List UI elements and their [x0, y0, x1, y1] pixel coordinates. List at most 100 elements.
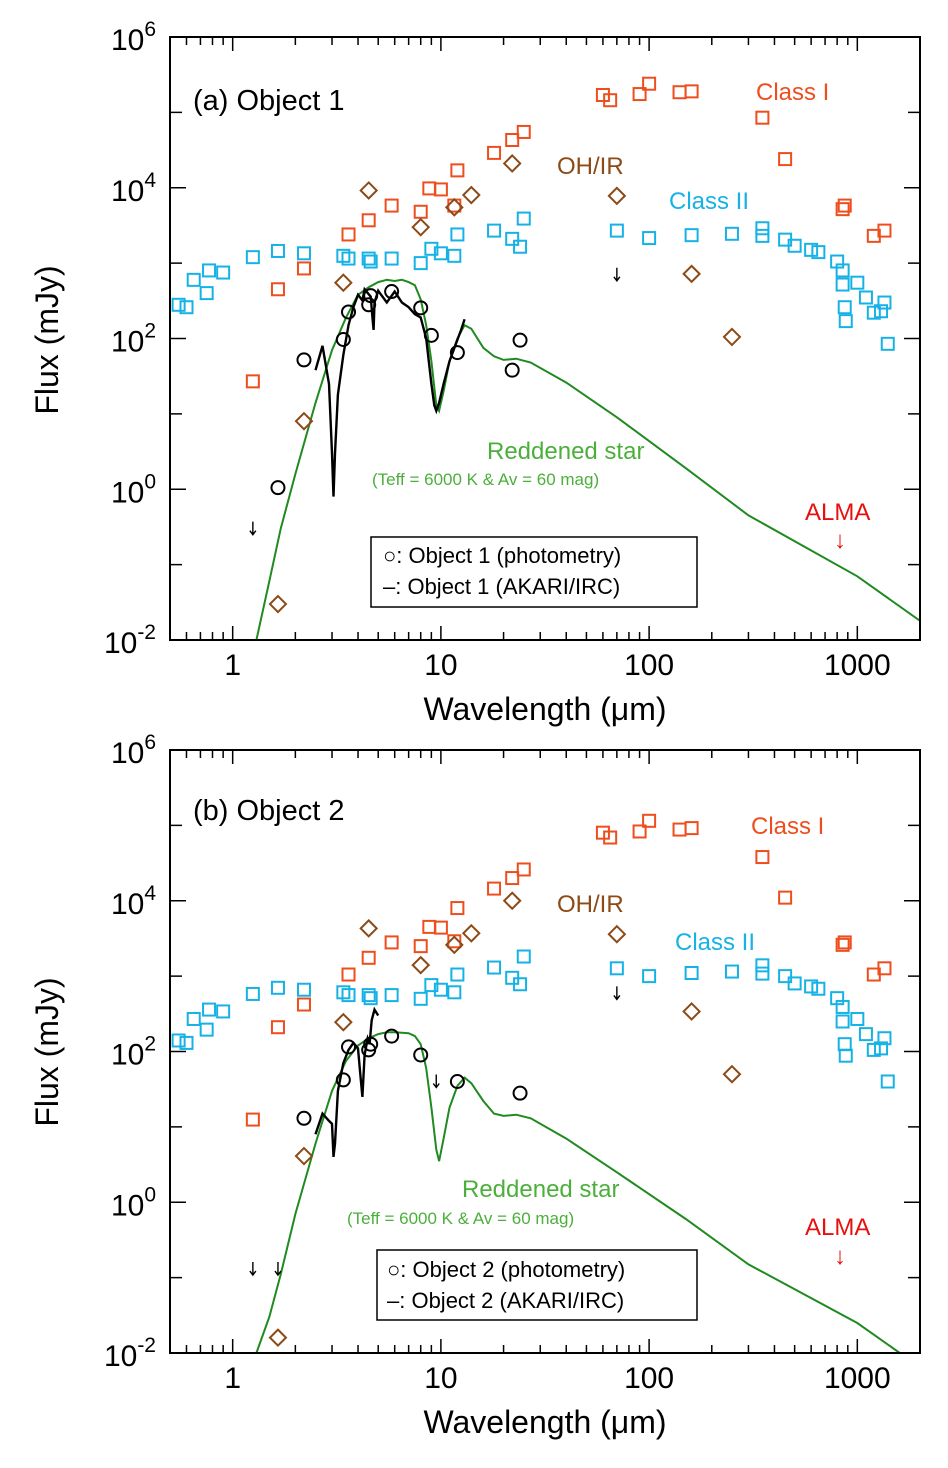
- class-ii-point: [858, 1027, 873, 1042]
- legend-spectrum: –: Object 2 (AKARI/IRC): [387, 1288, 624, 1313]
- class-ii-point: [513, 239, 528, 254]
- class-ii-point: [363, 991, 378, 1006]
- class-ii-point: [609, 961, 624, 976]
- y-tick-label: 106: [111, 18, 156, 57]
- class-ii-point: [341, 251, 356, 266]
- panel-b-frame: [169, 749, 921, 1354]
- object-photometry-point: [413, 1047, 429, 1063]
- class-ii-point: [804, 242, 819, 257]
- class-ii-point: [202, 263, 217, 278]
- class-i-point: [642, 813, 657, 828]
- class-ii-point: [245, 986, 260, 1001]
- class-ii-point: [363, 254, 378, 269]
- class-ii-point: [858, 290, 873, 305]
- oh-ir-point: [294, 1146, 314, 1166]
- oh-ir-point: [294, 411, 314, 431]
- class-ii-point: [642, 231, 657, 246]
- class-i-point: [450, 901, 465, 916]
- class-i-point: [341, 227, 356, 242]
- class-i-point: [684, 84, 699, 99]
- class-ii-point: [341, 988, 356, 1003]
- class-ii-point: [755, 221, 770, 236]
- alma-annotation: ALMA: [805, 1214, 870, 1241]
- object-photometry-point: [270, 480, 286, 496]
- class-i-point: [632, 824, 647, 839]
- class-ii-point: [450, 227, 465, 242]
- object-photometry-point: [423, 327, 439, 343]
- x-tick-label: 10: [424, 1362, 457, 1395]
- class-ii-point: [838, 314, 853, 329]
- object-photometry-point: [363, 288, 379, 304]
- class-ii-point: [171, 1033, 186, 1048]
- class-i-point: [516, 862, 531, 877]
- class-ii-point: [199, 286, 214, 301]
- object-photometry-point: [449, 1073, 465, 1089]
- class-ii-point: [199, 1022, 214, 1037]
- x-tick-label: 100: [624, 649, 674, 682]
- class-i-point: [413, 204, 428, 219]
- x-axis-title-a: Wavelength (μm): [423, 691, 666, 727]
- class-ii-point: [361, 988, 376, 1003]
- legend-photometry: ○: Object 2 (photometry): [387, 1257, 625, 1282]
- class-i-point: [447, 934, 462, 949]
- oh-ir-point: [722, 327, 742, 347]
- class-ii-point: [837, 1037, 852, 1052]
- oh-ir-point: [502, 154, 522, 173]
- class-i-point: [422, 181, 437, 196]
- class-ii-point: [179, 1035, 194, 1050]
- object-photometry-point: [384, 1028, 400, 1044]
- class-i-point: [632, 87, 647, 102]
- object-photometry-point: [341, 304, 357, 320]
- class-ii-point: [216, 1004, 231, 1019]
- oh-ir-point: [411, 955, 431, 975]
- class-i-point: [684, 821, 699, 836]
- class-ii-point: [450, 967, 465, 982]
- reddened-star-curve: [255, 278, 920, 640]
- class-ii-point: [487, 223, 502, 238]
- class-ii-point: [684, 228, 699, 243]
- class-i-point: [487, 145, 502, 160]
- class-ii-point: [837, 300, 852, 315]
- class-ii-point: [447, 985, 462, 1000]
- class-i-point: [642, 76, 657, 91]
- class-ii-point: [424, 978, 439, 993]
- oh-ir-point: [607, 186, 627, 206]
- y-axis-title-a: Flux (mJy): [29, 265, 65, 414]
- class-ii-point: [424, 241, 439, 256]
- oh-ir-point: [359, 181, 379, 200]
- upper-limit-arrow: [432, 1074, 440, 1089]
- class-i-point: [296, 997, 311, 1012]
- object-photometry-point: [361, 297, 377, 313]
- class-ii-point: [433, 246, 448, 261]
- class-i-annotation: Class I: [756, 79, 829, 106]
- class-i-annotation: Class I: [751, 813, 824, 840]
- class-ii-annotation: Class II: [669, 188, 749, 215]
- class-i-point: [755, 850, 770, 865]
- class-i-point: [384, 935, 399, 950]
- class-ii-point: [787, 238, 802, 253]
- class-i-point: [837, 935, 852, 950]
- class-ii-point: [778, 969, 793, 984]
- x-tick-label: 1000: [824, 1362, 891, 1395]
- class-i-point: [433, 182, 448, 197]
- x-tick-label: 1: [224, 649, 241, 682]
- upper-limit-arrow: [613, 267, 621, 282]
- oh-ir-point: [461, 923, 481, 943]
- class-ii-point: [433, 982, 448, 997]
- object-photometry-point: [296, 1110, 312, 1126]
- x-tick-label: 100: [624, 1362, 674, 1395]
- object-photometry-point: [341, 1039, 357, 1055]
- class-ii-point: [850, 1011, 865, 1026]
- class-ii-point: [866, 305, 881, 320]
- class-ii-point: [835, 277, 850, 292]
- class-ii-point: [447, 248, 462, 263]
- class-i-point: [505, 133, 520, 148]
- class-i-point: [361, 950, 376, 965]
- class-ii-point: [787, 976, 802, 991]
- class-ii-point: [202, 1002, 217, 1017]
- class-ii-point: [835, 999, 850, 1014]
- upper-limit-arrow: [274, 1262, 282, 1277]
- class-ii-point: [811, 245, 826, 260]
